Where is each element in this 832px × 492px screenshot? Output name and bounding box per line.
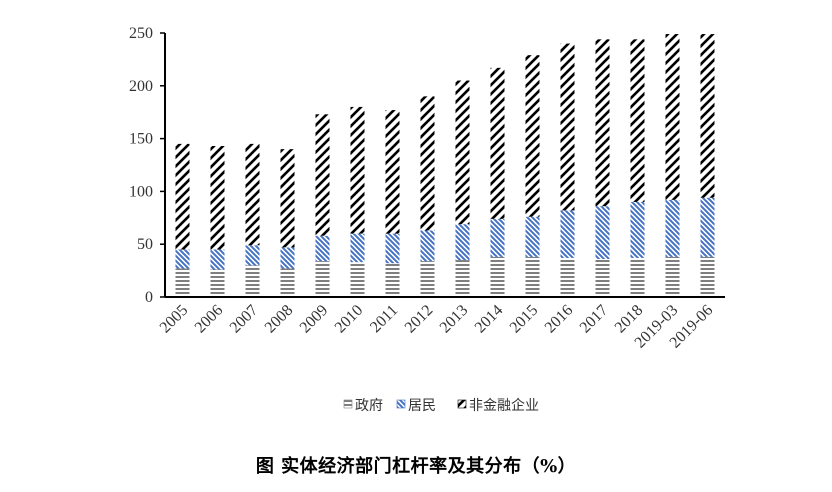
bar-segment (665, 199, 680, 257)
bar-segment (455, 260, 470, 297)
bar-segment (315, 261, 330, 297)
y-tick-label: 150 (129, 131, 153, 148)
bar-segment (315, 114, 330, 236)
legend-swatch (457, 399, 467, 409)
bar-segment (490, 67, 505, 219)
x-tick-label: 2009 (297, 302, 332, 337)
bar-segment (700, 256, 715, 297)
legend-swatch (396, 399, 406, 409)
bar-segment (490, 256, 505, 297)
bar-segment (595, 206, 610, 259)
bar-segment (630, 201, 645, 258)
bar-segment (525, 256, 540, 297)
bar-segment (665, 256, 680, 297)
legend: 政府 居民 非金融企业 (343, 397, 539, 414)
x-tick-label: 2007 (227, 302, 262, 337)
x-tick-label: 2012 (402, 302, 437, 337)
bar-segment (630, 257, 645, 297)
x-tick-label: 2015 (507, 302, 542, 337)
bar-segment (245, 143, 260, 246)
x-tick-label: 2010 (332, 302, 367, 337)
y-tick-label: 100 (129, 183, 153, 200)
x-tick-label: 2014 (472, 302, 507, 337)
x-tick-label: 2005 (157, 302, 192, 337)
bar-segment (560, 257, 575, 297)
bar-segment (280, 247, 295, 269)
bar-segment (630, 39, 645, 202)
x-tick-label: 2008 (262, 302, 297, 337)
x-tick-label: 2017 (577, 302, 612, 337)
bar-segment (280, 149, 295, 248)
y-tick-label: 250 (129, 25, 153, 42)
bar-segment (385, 233, 400, 264)
bar-segment (210, 249, 225, 270)
bar-segment (245, 245, 260, 266)
legend-label: 居民 (408, 398, 436, 414)
x-tick-label: 2016 (542, 302, 577, 337)
bar-segment (560, 43, 575, 211)
bar-segment (175, 249, 190, 269)
bar-segment (525, 55, 540, 217)
bar-segment (560, 210, 575, 258)
bar-segment (665, 34, 680, 200)
bar-segment (350, 262, 365, 297)
x-tick-label: 2013 (437, 302, 472, 337)
figure-caption: 图 实体经济部门杠杆率及其分布（%） (255, 456, 577, 477)
bar-segment (595, 258, 610, 297)
x-tick-label: 2011 (367, 302, 401, 336)
bar-segment (315, 235, 330, 262)
y-tick-label: 0 (145, 289, 153, 306)
bar-segment (210, 145, 225, 250)
bar-segment (700, 34, 715, 198)
bar-segment (280, 268, 295, 297)
bar-segment (700, 197, 715, 257)
bar-segment (175, 268, 190, 297)
bar-segment (455, 224, 470, 261)
legend-swatch (343, 399, 353, 409)
bar-segment (385, 110, 400, 234)
x-tick-label: 2006 (192, 302, 227, 337)
bar-segment (175, 143, 190, 250)
bar-segment (420, 96, 435, 231)
y-tick-label: 50 (137, 236, 153, 253)
bar-segment (245, 265, 260, 297)
bar-segment (350, 106, 365, 234)
bar-segment (385, 263, 400, 297)
bar-segment (350, 233, 365, 263)
bar-segment (490, 218, 505, 257)
bar-segment (595, 39, 610, 207)
bar-segment (420, 261, 435, 297)
bar-segment (455, 80, 470, 225)
bar-segment (420, 230, 435, 262)
bar-segment (525, 216, 540, 257)
legend-label: 非金融企业 (469, 397, 539, 414)
y-tick-label: 200 (129, 78, 153, 95)
bar-segment (210, 269, 225, 297)
legend-label: 政府 (355, 398, 383, 414)
